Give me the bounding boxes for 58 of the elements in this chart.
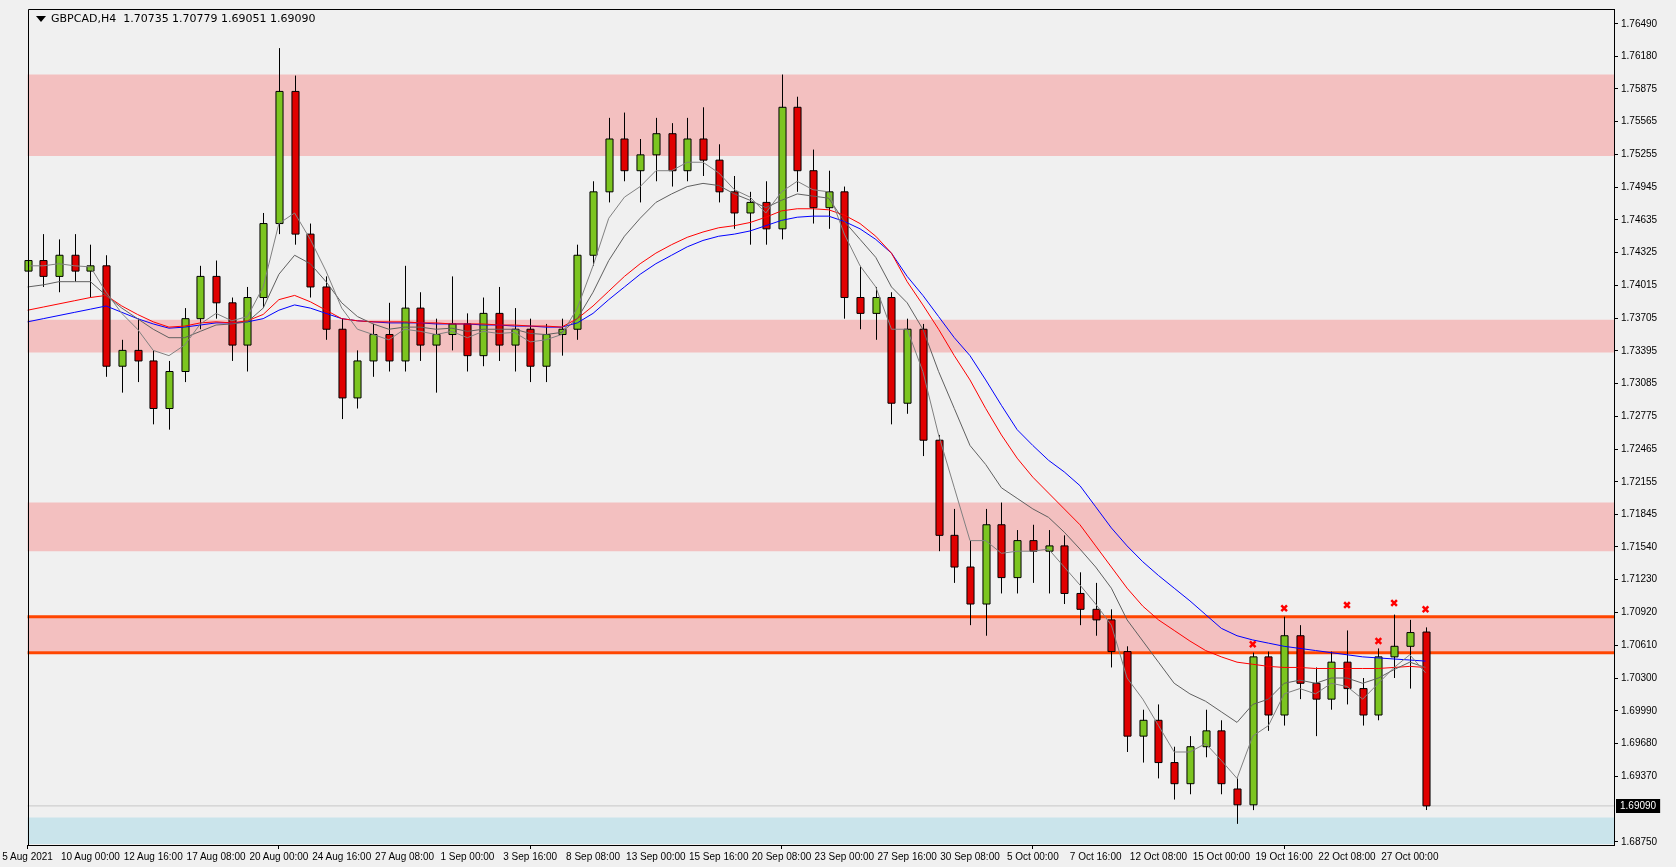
y-tick-label: 1.70610 (1621, 639, 1658, 650)
y-tick-label: 1.69370 (1621, 770, 1658, 782)
x-tick-label: 15 Sep 16:00 (688, 850, 749, 862)
point (1374, 636, 1383, 646)
y-tick-label: 1.73085 (1621, 377, 1658, 389)
y-tick-label: 1.75255 (1621, 148, 1658, 160)
x-tick-label: 20 Aug 00:00 (249, 850, 309, 862)
y-tick-label: 1.75875 (1621, 82, 1658, 94)
x-tick-label: 12 Oct 08:00 (1129, 850, 1188, 862)
y-tick-label: 1.68750 (1621, 835, 1658, 847)
x-tick-label: 27 Oct 00:00 (1381, 850, 1439, 862)
y-tick-label: 1.72775 (1621, 410, 1658, 422)
y-tick-label: 1.74635 (1621, 213, 1658, 225)
y-tick-label: 1.71540 (1621, 540, 1658, 552)
x-tick-label: 7 Oct 16:00 (1069, 850, 1122, 862)
candlestick (1406, 619, 1415, 690)
y-tick-label: 1.69990 (1621, 704, 1658, 716)
y-tick-label: 1.74945 (1621, 180, 1658, 192)
y-tick-label: 1.70920 (1621, 606, 1658, 618)
x-tick-label: 10 Aug 00:00 (60, 850, 121, 862)
candlestick (432, 318, 441, 394)
x-tick-label: 15 Oct 00:00 (1192, 850, 1251, 862)
candlestick (39, 233, 48, 288)
y-tick-label: 1.72465 (1621, 442, 1658, 454)
x-tick-label: 13 Sep 00:00 (626, 850, 687, 862)
y-tick-label: 1.76180 (1621, 50, 1658, 62)
x-tick-label: 20 Sep 08:00 (751, 850, 812, 862)
x-tick-label: 23 Sep 00:00 (814, 850, 875, 862)
x-tick-label: 12 Aug 16:00 (123, 850, 184, 862)
y-tick-label: 1.69680 (1621, 737, 1658, 749)
x-tick-label: 3 Sep 16:00 (503, 850, 558, 862)
x-tick-label: 24 Aug 16:00 (312, 850, 372, 862)
y-tick-label: 1.72155 (1621, 475, 1658, 487)
y-tick-label: 1.73705 (1621, 311, 1658, 323)
x-tick-label: 27 Sep 16:00 (877, 850, 938, 862)
x-tick-label: 22 Oct 08:00 (1318, 850, 1377, 862)
x-tick-label: 5 Aug 2021 (2, 850, 54, 862)
x-tick-label: 30 Sep 08:00 (940, 850, 1001, 862)
candlestick (1029, 524, 1038, 584)
chart-title: GBPCAD,H4 1.70735 1.70779 1.69051 1.69090 (51, 12, 316, 25)
y-tick-label: 1.73395 (1621, 344, 1658, 356)
y-tick-label: 1.71845 (1621, 508, 1658, 520)
x-tick-label: 5 Oct 00:00 (1006, 850, 1060, 862)
y-tick-label: 1.74015 (1621, 279, 1658, 291)
y-tick-label: 1.71230 (1621, 573, 1658, 585)
ref-line-label: 1.69090 (1620, 799, 1657, 811)
x-tick-label: 8 Sep 08:00 (566, 850, 621, 862)
x-tick-label: 1 Sep 00:00 (440, 850, 495, 862)
x-tick-label: 27 Aug 08:00 (375, 850, 435, 862)
candlestick (86, 244, 95, 299)
y-tick-label: 1.74325 (1621, 246, 1658, 258)
x-tick-label: 19 Oct 16:00 (1255, 850, 1314, 862)
y-tick-label: 1.76490 (1621, 17, 1658, 29)
y-tick-label: 1.75565 (1621, 115, 1658, 127)
y-tick-label: 1.70300 (1621, 671, 1658, 683)
candlestick (856, 265, 865, 330)
x-tick-label: 17 Aug 08:00 (186, 850, 246, 862)
candlestick (1045, 529, 1054, 594)
